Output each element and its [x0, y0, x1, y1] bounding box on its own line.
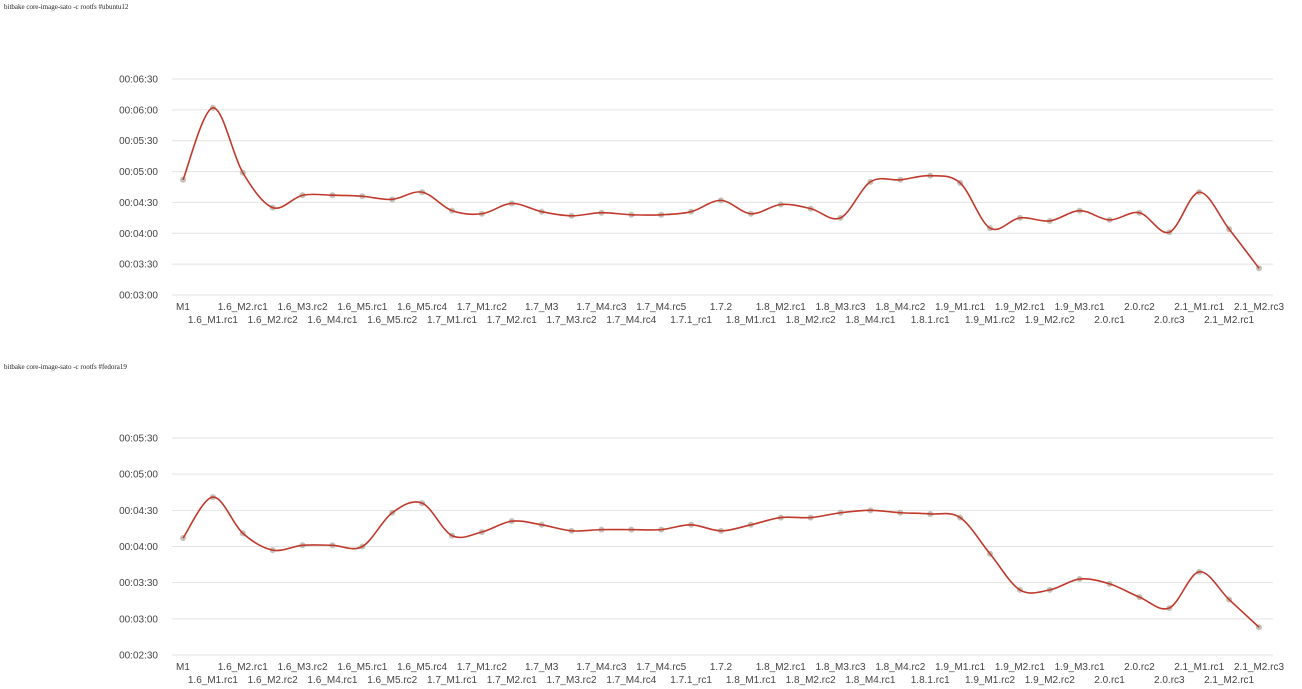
x-tick-label: 1.7_M3.rc2	[547, 675, 597, 686]
x-tick-label: 1.7_M4.rc3	[576, 302, 626, 313]
x-tick-label: 1.7_M4.rc3	[576, 662, 626, 673]
mean-line	[182, 496, 1260, 628]
x-tick-label: 1.7.2	[710, 662, 733, 673]
x-tick-label: 2.1_M2.rc1	[1204, 315, 1254, 326]
x-tick-label: 1.9_M1.rc2	[965, 675, 1015, 686]
x-tick-label: 1.8_M3.rc3	[816, 662, 866, 673]
x-tick-label: 1.8_M1.rc1	[726, 675, 776, 686]
x-tick-label: 1.8_M4.rc2	[875, 302, 925, 313]
y-tick-label: 00:06:00	[119, 105, 158, 116]
y-tick-label: 00:03:30	[119, 260, 158, 271]
x-tick-label: 1.8_M2.rc2	[786, 315, 836, 326]
x-tick-label: 2.1_M2.rc3	[1234, 302, 1284, 313]
x-tick-label: 1.7.2	[710, 302, 733, 313]
x-tick-label: 1.6_M1.rc1	[188, 675, 238, 686]
y-tick-label: 00:03:00	[119, 614, 158, 625]
x-tick-label: 1.7_M3.rc2	[547, 315, 597, 326]
x-tick-label: 1.6_M2.rc1	[218, 302, 268, 313]
x-tick-label: 1.8.1.rc1	[911, 315, 950, 326]
x-tick-label: 1.6_M2.rc2	[248, 675, 298, 686]
x-tick-label: 1.8_M1.rc1	[726, 315, 776, 326]
x-tick-label: 1.9_M2.rc1	[995, 662, 1045, 673]
x-tick-label: 1.9_M3.rc1	[1055, 662, 1105, 673]
x-tick-label: 1.8_M2.rc1	[756, 302, 806, 313]
x-tick-label: 2.0.rc3	[1154, 675, 1185, 686]
x-tick-label: 1.6_M4.rc1	[307, 315, 357, 326]
x-tick-label: 1.8.1.rc1	[911, 675, 950, 686]
x-tick-label: M1	[176, 662, 190, 673]
x-tick-label: 1.9_M3.rc1	[1055, 302, 1105, 313]
chart-0: 00:03:00 00:03:30 00:04:00 00:04:30 00:05:00…	[119, 75, 1284, 327]
y-tick-label: 00:04:30	[119, 198, 158, 209]
y-tick-label: 00:03:30	[119, 578, 158, 589]
y-tick-label: 00:05:30	[119, 136, 158, 147]
x-tick-label: 1.6_M5.rc2	[367, 315, 417, 326]
x-tick-label: 1.7_M2.rc1	[487, 675, 537, 686]
x-tick-label: 1.8_M4.rc1	[845, 315, 895, 326]
x-tick-label: 1.6_M5.rc1	[337, 302, 387, 313]
x-tick-label: 1.8_M4.rc2	[875, 662, 925, 673]
x-tick-label: 1.9_M1.rc1	[935, 302, 985, 313]
x-tick-label: 1.9_M1.rc2	[965, 315, 1015, 326]
x-tick-label: 2.0.rc2	[1124, 662, 1155, 673]
y-tick-label: 00:02:30	[119, 651, 158, 662]
x-tick-label: 1.6_M2.rc1	[218, 662, 268, 673]
x-tick-label: 1.7_M1.rc2	[457, 662, 507, 673]
x-tick-label: 1.6_M5.rc1	[337, 662, 387, 673]
x-tick-label: 1.7_M1.rc1	[427, 675, 477, 686]
x-tick-label: 1.6_M3.rc2	[278, 302, 328, 313]
x-tick-label: 1.9_M2.rc2	[1025, 675, 1075, 686]
x-tick-label: 1.6_M5.rc4	[397, 302, 447, 313]
x-tick-label: 1.7_M1.rc2	[457, 302, 507, 313]
y-tick-label: 00:03:00	[119, 291, 158, 302]
x-tick-label: 1.6_M3.rc2	[278, 662, 328, 673]
y-tick-label: 00:04:00	[119, 542, 158, 553]
x-tick-label: 1.7_M4.rc5	[636, 302, 686, 313]
x-tick-label: 1.7_M3	[525, 662, 559, 673]
y-tick-label: 00:06:30	[119, 75, 158, 86]
chart-title-ubuntu12: bitbake core-image-sato -c rootfs #ubunt…	[4, 3, 129, 11]
x-tick-label: M1	[176, 302, 190, 313]
x-tick-label: 2.1_M1.rc1	[1174, 662, 1224, 673]
x-tick-label: 1.6_M1.rc1	[188, 315, 238, 326]
x-tick-label: 1.8_M2.rc2	[786, 675, 836, 686]
x-tick-label: 1.6_M5.rc4	[397, 662, 447, 673]
chart-title-fedora19: bitbake core-image-sato -c rootfs #fedor…	[4, 363, 127, 371]
x-tick-label: 1.6_M5.rc2	[367, 675, 417, 686]
y-tick-label: 00:04:30	[119, 506, 158, 517]
x-tick-label: 1.8_M2.rc1	[756, 662, 806, 673]
x-tick-label: 2.0.rc2	[1124, 302, 1155, 313]
chart-1: 00:02:30 00:03:00 00:03:30 00:04:00 00:04:30…	[119, 434, 1284, 687]
x-tick-label: 2.0.rc3	[1154, 315, 1185, 326]
x-tick-label: 1.8_M4.rc1	[845, 675, 895, 686]
x-tick-label: 2.1_M2.rc3	[1234, 662, 1284, 673]
x-tick-label: 1.9_M2.rc1	[995, 302, 1045, 313]
x-tick-label: 2.1_M2.rc1	[1204, 675, 1254, 686]
x-tick-label: 2.0.rc1	[1094, 675, 1125, 686]
x-tick-label: 1.7_M3	[525, 302, 559, 313]
x-tick-label: 1.9_M2.rc2	[1025, 315, 1075, 326]
x-tick-label: 1.7.1_rc1	[670, 675, 712, 686]
x-tick-label: 2.0.rc1	[1094, 315, 1125, 326]
x-tick-label: 1.7_M2.rc1	[487, 315, 537, 326]
x-tick-label: 2.1_M1.rc1	[1174, 302, 1224, 313]
x-tick-label: 1.7.1_rc1	[670, 315, 712, 326]
y-tick-label: 00:05:30	[119, 434, 158, 445]
x-tick-label: 1.6_M4.rc1	[307, 675, 357, 686]
y-tick-label: 00:05:00	[119, 470, 158, 481]
x-tick-label: 1.8_M3.rc3	[816, 302, 866, 313]
x-tick-label: 1.7_M1.rc1	[427, 315, 477, 326]
x-tick-label: 1.7_M4.rc4	[606, 675, 656, 686]
mean-line	[182, 107, 1260, 269]
x-tick-label: 1.6_M2.rc2	[248, 315, 298, 326]
y-tick-label: 00:04:00	[119, 229, 158, 240]
x-tick-label: 1.9_M1.rc1	[935, 662, 985, 673]
y-tick-label: 00:05:00	[119, 167, 158, 178]
x-tick-label: 1.7_M4.rc5	[636, 662, 686, 673]
x-tick-label: 1.7_M4.rc4	[606, 315, 656, 326]
